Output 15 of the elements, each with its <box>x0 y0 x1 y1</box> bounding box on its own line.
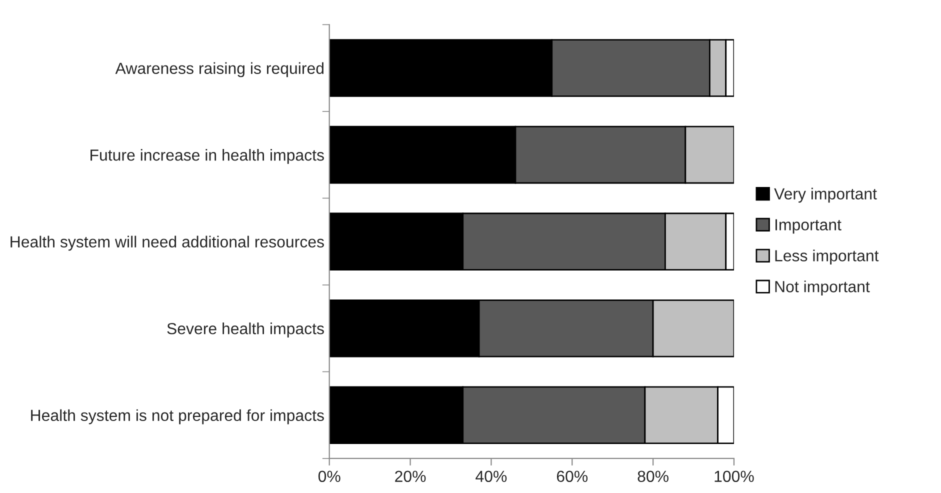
legend-label: Important <box>775 219 842 234</box>
x-tick-label: 20% <box>395 470 426 482</box>
x-tick-label: 40% <box>476 470 507 482</box>
legend-label: Very important <box>774 188 877 203</box>
legend-label: Less important <box>775 250 879 265</box>
y-tick-label: Health system will need additional resources <box>10 236 324 251</box>
x-tick-label: 80% <box>638 470 668 482</box>
x-tick-label: 0% <box>318 470 340 482</box>
x-tick-label: 100% <box>714 470 754 482</box>
legend-label: Not important <box>775 280 870 296</box>
y-tick-label: Severe health impacts <box>167 322 324 338</box>
y-tick-label: Future increase in health impacts <box>90 149 324 164</box>
y-tick-label: Health system is not prepared for impacts <box>31 409 324 424</box>
x-tick-label: 60% <box>556 470 588 482</box>
y-tick-label: Awareness raising is required <box>115 62 324 78</box>
